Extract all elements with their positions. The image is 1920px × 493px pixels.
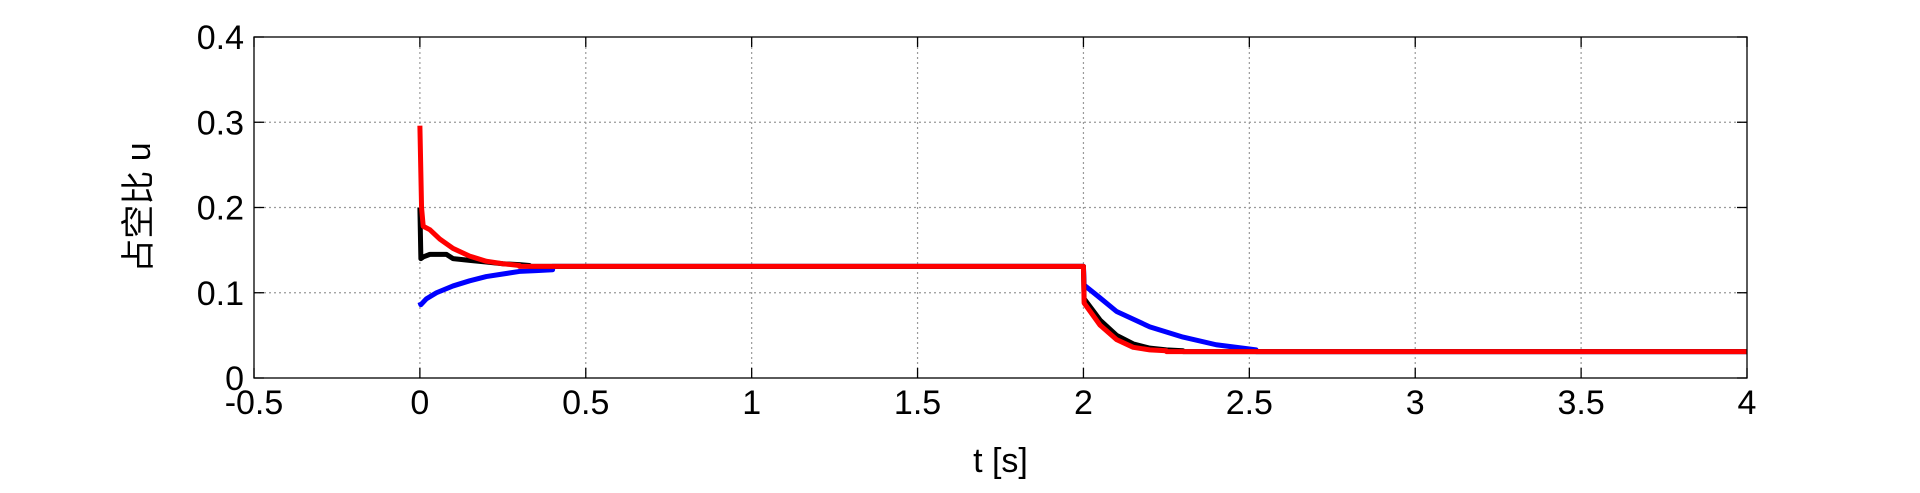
y-axis-title: 占空比 u: [120, 142, 158, 272]
series-line-red: [417, 125, 1747, 355]
tick-label-layer: -0.5 0 0.5 1 1.5 2 2.5 3 3.5 400.10.20.30.4: [197, 19, 1757, 422]
series-layer: [417, 125, 1747, 355]
y-tick-label: 0.2: [197, 190, 244, 228]
x-tick-label: 2.5: [1226, 384, 1273, 422]
x-tick-label: 1: [742, 384, 761, 422]
tick-layer: [253, 36, 1748, 379]
x-tick-label: 1.5: [894, 384, 941, 422]
x-tick-label: 2: [1074, 384, 1093, 422]
x-tick-label: 4: [1738, 384, 1757, 422]
x-axis-title: t [s]: [973, 442, 1028, 480]
y-tick-label: 0: [225, 360, 244, 398]
x-tick-label: 0: [410, 384, 429, 422]
x-tick-label: 0.5: [562, 384, 609, 422]
y-tick-label: 0.1: [197, 275, 244, 313]
x-tick-label: 3: [1406, 384, 1425, 422]
grid-layer: [254, 37, 1747, 378]
x-tick-label: 3.5: [1557, 384, 1604, 422]
x-tick-label: -0.5: [225, 384, 284, 422]
y-tick-label: 0.4: [197, 19, 244, 57]
y-tick-label: 0.3: [197, 104, 244, 142]
